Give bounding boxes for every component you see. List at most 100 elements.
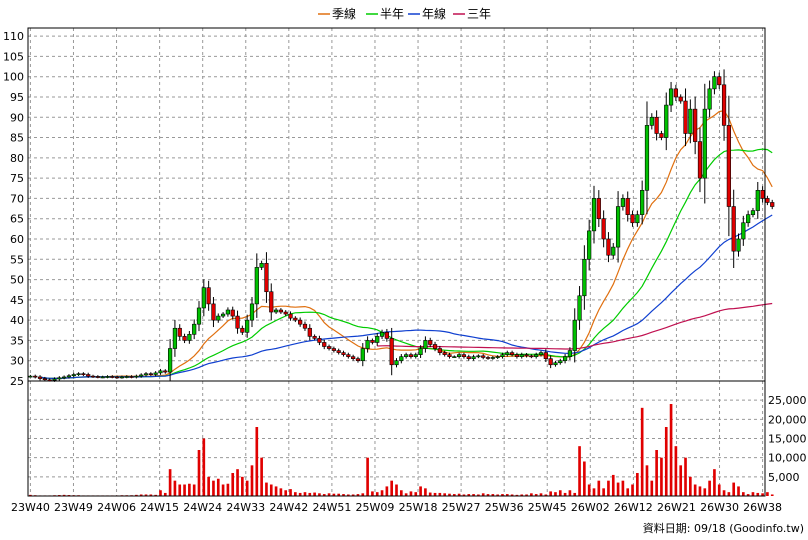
candlestick — [139, 373, 144, 378]
candlestick — [211, 297, 216, 328]
legend-item-ma_half: 半年 — [366, 7, 404, 21]
volume-bar — [592, 488, 596, 496]
volume-bar — [660, 457, 663, 496]
candlestick — [124, 375, 129, 379]
candlestick — [447, 352, 452, 359]
volume-bar — [770, 494, 774, 496]
x-axis: 23W40 23W49 24W06 24W15 24W24 24W33 24W42 24W51… — [11, 501, 782, 514]
candlestick — [235, 310, 240, 334]
volume-bar — [149, 494, 153, 496]
volume-bar — [269, 484, 273, 496]
price-grid — [28, 28, 765, 382]
volume-bar — [636, 473, 639, 496]
volume-bar — [298, 492, 302, 496]
volume-bar — [501, 494, 504, 496]
candlestick — [654, 110, 659, 141]
x-tick-label: 26W12 — [614, 501, 653, 514]
candlestick — [697, 127, 703, 193]
candlestick — [760, 186, 765, 203]
candlestick — [245, 314, 250, 338]
volume-bar — [183, 484, 186, 496]
volume-bar — [761, 493, 764, 496]
volume-bar — [539, 493, 543, 496]
candlestick — [336, 348, 341, 355]
candlestick — [370, 338, 375, 345]
volume-bar — [520, 494, 524, 496]
x-tick-label: 25W27 — [442, 501, 481, 514]
candlestick — [90, 374, 96, 378]
price-frame — [27, 27, 766, 382]
source-note: 資料日期: 09/18 (Goodinfo.tw) — [643, 521, 804, 535]
candlestick — [741, 215, 746, 246]
candlestick — [755, 181, 760, 219]
candlestick — [283, 310, 288, 316]
candlestick — [688, 99, 693, 144]
candlestick — [702, 83, 707, 204]
candlestick — [264, 252, 269, 303]
price-tick-label: 70 — [10, 192, 24, 205]
candlestick — [76, 372, 81, 377]
volume-bar — [669, 404, 673, 496]
volume-bar — [380, 490, 384, 496]
candlestick — [254, 253, 259, 318]
candlestick — [615, 191, 621, 263]
volume-tick-label: 25,000 — [768, 394, 807, 407]
candlestick — [57, 376, 62, 381]
candlestick — [668, 81, 674, 112]
volume-bar — [385, 486, 389, 496]
candlestick — [413, 352, 418, 359]
volume-bar — [558, 490, 562, 496]
x-tick-label: 24W51 — [312, 501, 351, 514]
price-tick-label: 105 — [3, 50, 24, 63]
x-tick-label: 26W21 — [657, 501, 696, 514]
ma-line-ma_quarter — [39, 110, 773, 380]
candlestick — [95, 375, 100, 379]
volume-bar — [486, 494, 490, 496]
volume-tick-label: 10,000 — [768, 452, 807, 465]
legend-label: 年線 — [422, 6, 446, 21]
x-tick-label: 24W15 — [140, 501, 179, 514]
price-tick-label: 65 — [10, 213, 24, 226]
candlestick — [115, 375, 120, 379]
price-tick-label: 110 — [3, 30, 24, 43]
candlestick — [28, 374, 33, 378]
x-tick-label: 23W49 — [54, 501, 93, 514]
volume-bar — [361, 493, 365, 496]
candlestick — [86, 372, 91, 378]
legend: 季線 半年 年線 三年 — [318, 6, 491, 21]
candlestick — [721, 69, 727, 141]
chart-frames — [27, 27, 766, 497]
price-tick-label: 30 — [10, 355, 24, 368]
legend-label: 半年 — [380, 7, 404, 21]
volume-bar — [693, 484, 697, 496]
x-tick-label: 24W33 — [226, 501, 265, 514]
price-tick-label: 55 — [10, 253, 24, 266]
candlestick — [389, 327, 394, 376]
price-y-axis: 25 30 35 40 45 50 55 60 65 70 75 80 85 90 95 100 105 110 — [3, 30, 24, 388]
volume-bar — [448, 493, 451, 496]
candlestick — [220, 312, 226, 319]
candlestick — [485, 355, 491, 360]
candlestick — [726, 95, 731, 237]
volume-bar — [534, 494, 538, 496]
volume-bar — [741, 492, 745, 496]
volume-bar — [443, 493, 446, 496]
volume-bar — [178, 484, 182, 496]
candlestick — [298, 317, 303, 327]
candlestick — [399, 354, 404, 364]
candlestick — [240, 325, 245, 335]
price-tick-label: 50 — [10, 274, 24, 287]
volume-bar — [631, 484, 634, 496]
volume-bar — [481, 493, 485, 496]
candlestick — [428, 337, 433, 348]
candlestick — [712, 71, 717, 95]
volume-bar — [144, 494, 148, 496]
volume-bar — [626, 488, 630, 496]
candlestick — [510, 350, 515, 357]
volume-bar — [438, 492, 442, 496]
volume-bar — [226, 483, 230, 496]
volume-bar — [375, 492, 379, 496]
candlestick — [196, 301, 202, 332]
volume-bar — [29, 494, 32, 496]
x-tick-label: 24W42 — [269, 501, 308, 514]
